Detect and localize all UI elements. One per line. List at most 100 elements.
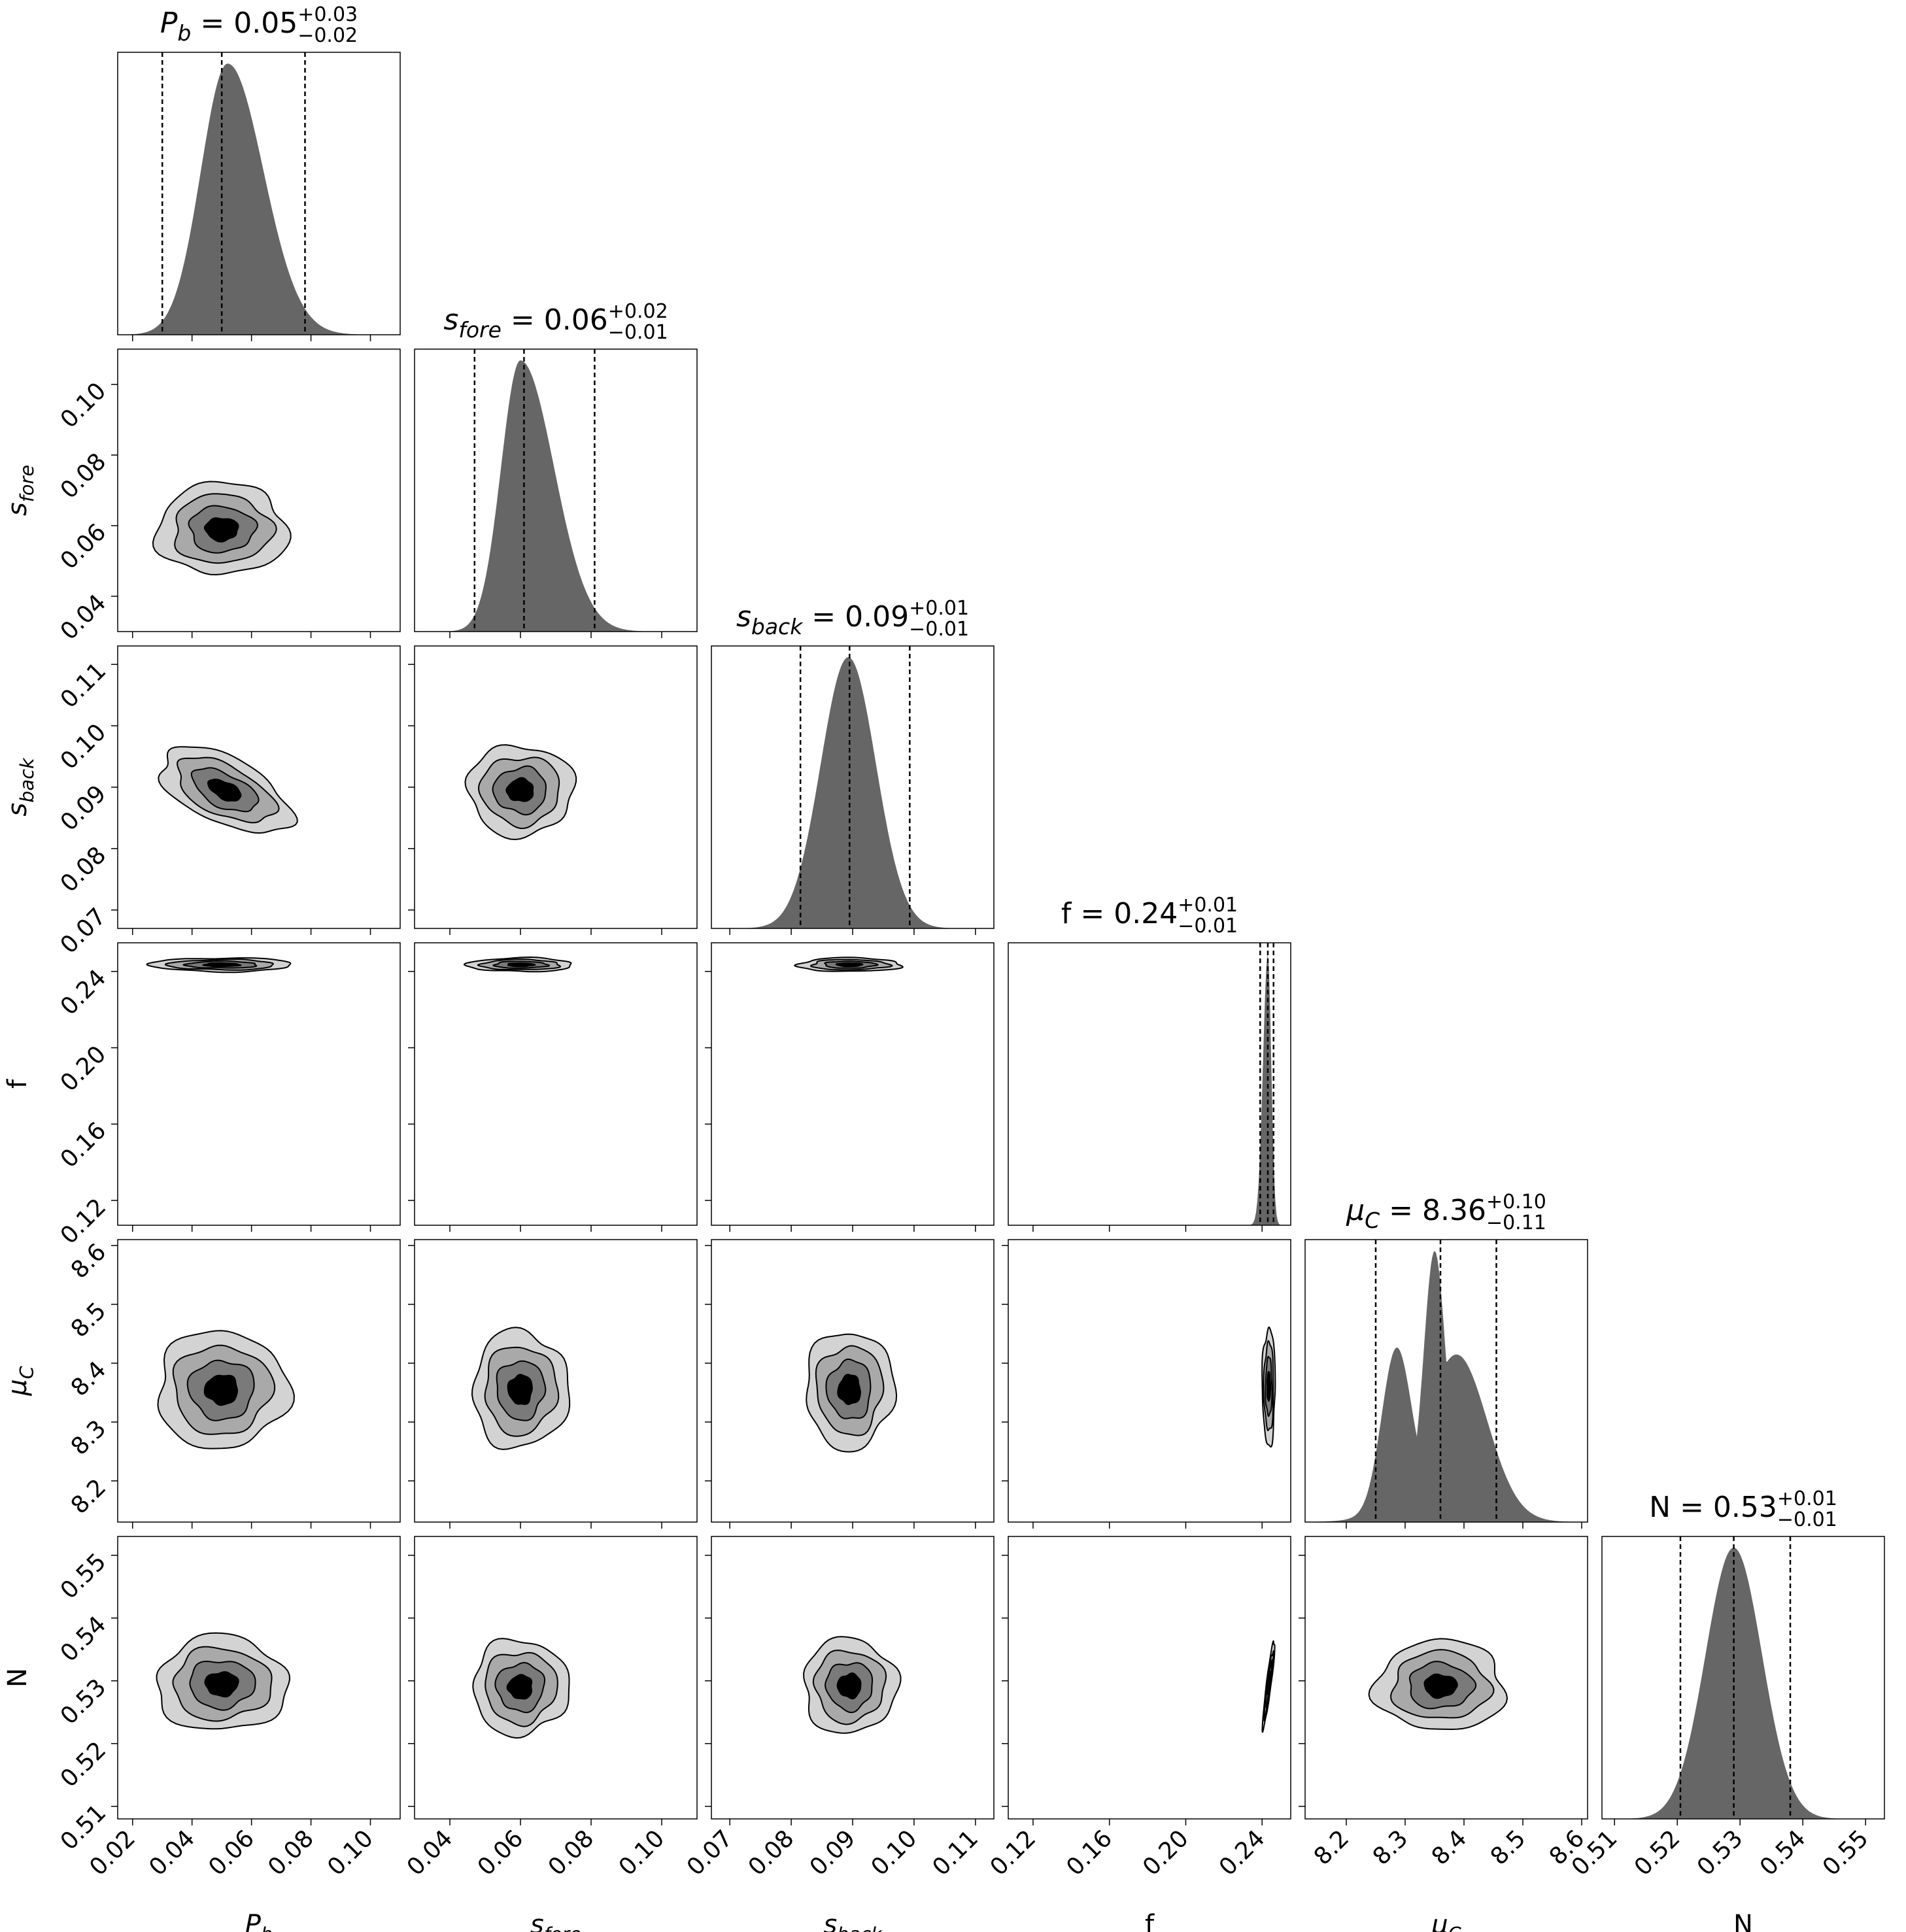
ticks-sback-sback: [729, 928, 976, 935]
y-axis-muC: 8.28.38.48.58.6μC: [3, 1238, 111, 1519]
contour-levels: [472, 1638, 570, 1739]
y-tick-label: 0.52: [56, 1737, 112, 1793]
x-axis-label-f: f: [1145, 1910, 1155, 1932]
title-subscript: C: [1365, 1208, 1380, 1233]
contour-panel-Pb-sback: [117, 645, 401, 929]
y-axis-label-muC-subscript: C: [16, 1365, 38, 1379]
ticks-Pb-sfore: [111, 384, 371, 638]
contour-panel-f-muC: [1008, 1239, 1291, 1523]
x-axis-sback: 0.070.080.090.100.11 sback: [682, 1825, 983, 1932]
title-symbol: s: [443, 303, 458, 337]
title-equals: =: [191, 7, 233, 40]
histogram-fill-N: [1602, 1548, 1884, 1819]
contour-levels: [146, 957, 292, 974]
contour-panel-Pb-N: [117, 1536, 401, 1820]
x-tick-label: 8.5: [1486, 1825, 1531, 1870]
contour-panel-sfore-muC: [414, 1239, 698, 1523]
contour-panel-f-N: [1008, 1536, 1291, 1820]
title-subscript: fore: [458, 317, 502, 343]
contour-levels: [158, 746, 298, 834]
title-subscript: back: [751, 614, 804, 639]
contour-level-4: [203, 1374, 238, 1406]
contour-panel-Pb-sfore: [117, 348, 401, 632]
contour-panel-sback-muC: [711, 1239, 995, 1523]
panel-frame: [414, 942, 698, 1226]
ticks-Pb-N: [111, 1555, 371, 1825]
contour-panel-sback-N: [711, 1536, 995, 1820]
contour-level-4: [1267, 1371, 1272, 1402]
histogram-title-sback: sback = 0.09+0.01: [736, 597, 969, 639]
ticks-sfore-muC: [408, 1245, 662, 1529]
y-tick-label: 0.04: [56, 589, 112, 645]
x-tick-label: 0.10: [322, 1825, 379, 1881]
contour-levels: [157, 1330, 295, 1449]
ticks-f-f: [1032, 1225, 1263, 1232]
x-tick-label: 0.10: [614, 1825, 670, 1881]
x-tick-label: 0.08: [543, 1825, 600, 1881]
x-tick-label: 0.24: [1214, 1825, 1270, 1881]
x-tick-label: 0.53: [1692, 1825, 1748, 1881]
contour-level-4: [1266, 1670, 1271, 1695]
title-minus-error-sfore: −0.01: [608, 321, 668, 344]
y-axis-label-sfore-symbol: s: [3, 502, 33, 516]
histogram-title-f: f = 0.24+0.01: [1061, 894, 1238, 930]
ticks-muC-N: [1299, 1555, 1582, 1825]
x-axis-label-muC-symbol: μ: [1431, 1910, 1448, 1932]
histogram-fill-sfore: [415, 360, 697, 632]
y-tick-label: 0.09: [56, 780, 112, 836]
contour-level-4: [202, 962, 243, 968]
x-tick-label: 0.09: [805, 1825, 861, 1881]
y-tick-label: 8.4: [66, 1356, 111, 1401]
panel-frame: [1008, 1239, 1291, 1523]
x-tick-label: 0.52: [1629, 1825, 1686, 1881]
contour-panel-sback-f: [711, 942, 995, 1226]
contour-levels: [464, 956, 572, 973]
title-symbol: P: [160, 7, 178, 40]
y-tick-label: 0.53: [56, 1674, 112, 1730]
ticks-sfore-f: [408, 971, 662, 1232]
x-axis-label-sfore: sfore: [530, 1910, 581, 1932]
contour-level-4: [1423, 1673, 1458, 1699]
contour-level-4: [207, 778, 242, 802]
title-median: 0.24: [1114, 897, 1178, 930]
contour-levels: [152, 481, 292, 576]
x-tick-label: 8.4: [1427, 1825, 1472, 1870]
y-axis-label-sfore-subscript: fore: [16, 465, 38, 502]
panel-frame-N: [1601, 1536, 1885, 1820]
x-tick-label: 0.08: [263, 1825, 319, 1881]
x-axis-label-sback-subscript: back: [837, 1923, 883, 1932]
histogram-panel-f: f = 0.24+0.01−0.01: [1008, 894, 1291, 1226]
panel-frame: [1304, 1536, 1588, 1820]
ticks-sback-muC: [705, 1245, 976, 1529]
contour-level-4: [837, 1374, 861, 1406]
x-axis-Pb: 0.020.040.060.080.10Pb: [84, 1825, 378, 1932]
x-axis-label-Pb-subscript: b: [261, 1923, 273, 1932]
x-axis-label-Pb: Pb: [245, 1910, 273, 1932]
y-axis-label-sback: sback: [3, 757, 38, 817]
x-axis-label-sback: sback: [823, 1910, 883, 1932]
contour-panel-sfore-N: [414, 1536, 698, 1820]
panel-frame-Pb: [117, 52, 401, 335]
y-tick-label: 8.2: [66, 1474, 111, 1519]
title-symbol: f: [1061, 897, 1072, 930]
contour-panel-Pb-muC: [117, 1239, 401, 1523]
x-axis-label-sback-symbol: s: [823, 1910, 837, 1932]
x-tick-label: 0.55: [1818, 1825, 1874, 1881]
panel-frame: [1008, 1536, 1291, 1820]
contour-level-4: [204, 1671, 239, 1698]
y-axis-label-muC: μC: [3, 1365, 38, 1396]
x-tick-label: 0.07: [682, 1825, 738, 1881]
title-symbol: s: [736, 600, 751, 634]
panel-frame: [117, 1536, 401, 1820]
ticks-N-N: [1614, 1819, 1866, 1825]
x-axis-label-Pb-symbol: P: [245, 1910, 262, 1932]
histogram-panel-Pb: Pb = 0.05+0.03−0.02: [117, 3, 401, 335]
histogram-title-Pb: Pb = 0.05+0.03: [160, 3, 358, 46]
ticks-sback-N: [705, 1555, 976, 1825]
title-plus-error: +0.01: [909, 597, 969, 620]
y-tick-label: 0.07: [56, 903, 112, 959]
y-tick-label: 0.24: [56, 964, 112, 1021]
title-equals: =: [1380, 1194, 1422, 1227]
y-axis-label-sfore: sfore: [3, 465, 38, 516]
